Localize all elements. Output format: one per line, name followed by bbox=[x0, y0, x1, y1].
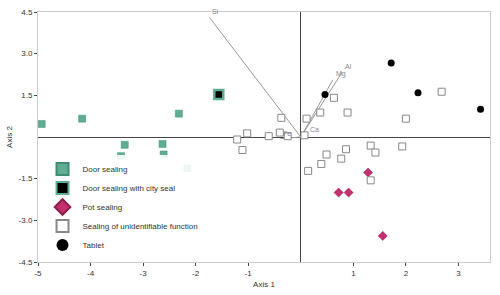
svg-text:Al: Al bbox=[345, 63, 352, 70]
svg-text:Si: Si bbox=[212, 8, 219, 15]
svg-text:Pot sealing: Pot sealing bbox=[83, 203, 123, 212]
svg-text:-3: -3 bbox=[140, 269, 148, 278]
svg-text:Tablet: Tablet bbox=[83, 241, 105, 250]
svg-text:-5: -5 bbox=[34, 269, 42, 278]
svg-text:Axis 1: Axis 1 bbox=[253, 280, 275, 289]
svg-text:Axis 2: Axis 2 bbox=[5, 126, 14, 148]
svg-text:Mg: Mg bbox=[336, 70, 346, 78]
svg-text:-3.0: -3.0 bbox=[19, 216, 33, 225]
svg-text:-1: -1 bbox=[245, 269, 253, 278]
svg-text:Door sealing with city seal: Door sealing with city seal bbox=[83, 184, 176, 193]
svg-text:Fe: Fe bbox=[283, 130, 291, 137]
svg-text:1: 1 bbox=[351, 269, 356, 278]
svg-text:1.5: 1.5 bbox=[21, 91, 33, 100]
svg-text:Sealing of unidentifiable func: Sealing of unidentifiable function bbox=[83, 222, 198, 231]
svg-text:-4.5: -4.5 bbox=[19, 258, 33, 267]
svg-text:2: 2 bbox=[404, 269, 409, 278]
svg-text:-4: -4 bbox=[87, 269, 95, 278]
svg-text:3.0: 3.0 bbox=[21, 49, 33, 58]
svg-text:-1.5: -1.5 bbox=[19, 174, 33, 183]
svg-text:-2: -2 bbox=[192, 269, 200, 278]
svg-text:Ca: Ca bbox=[310, 126, 319, 133]
svg-text:4.5: 4.5 bbox=[21, 8, 33, 17]
svg-text:Door sealing: Door sealing bbox=[83, 165, 128, 174]
svg-text:3: 3 bbox=[456, 269, 461, 278]
